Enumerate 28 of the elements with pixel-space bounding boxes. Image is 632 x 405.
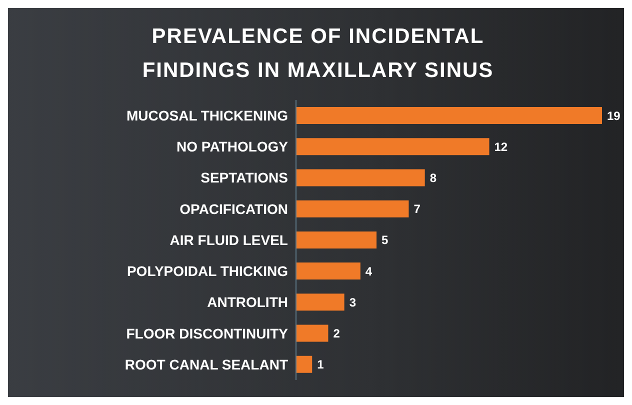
y-tick-label: SEPTATIONS (200, 170, 288, 186)
y-tick-label: ANTROLITH (207, 294, 288, 310)
chart-title: PREVALENCE OF INCIDENTAL FINDINGS IN MAXILLARY SINUS (141, 24, 495, 84)
data-label: 12 (494, 140, 508, 154)
bar (296, 356, 312, 373)
y-tick-label: FLOOR DISCONTINUITY (126, 325, 289, 342)
bar (296, 294, 344, 311)
data-label: 2 (333, 326, 340, 341)
y-tick-label: MUCOSAL THICKENING (126, 108, 288, 124)
y-tick-label: ROOT CANAL SEALANT (124, 356, 288, 372)
bar (296, 138, 490, 156)
bar (296, 231, 377, 248)
data-label: 5 (382, 233, 389, 248)
bar (296, 262, 360, 280)
data-label: 8 (430, 170, 437, 185)
data-label: 1 (317, 358, 324, 372)
data-label: 19 (607, 108, 621, 123)
y-tick-label: POLYPOIDAL THICKING (126, 263, 288, 280)
y-tick-label: OPACIFICATION (180, 200, 288, 217)
y-tick-label: AIR FLUID LEVEL (170, 232, 288, 248)
bar (296, 200, 409, 218)
data-label: 3 (349, 295, 356, 310)
bar (296, 107, 602, 124)
y-tick-label: NO PATHOLOGY (176, 138, 289, 155)
data-label: 4 (365, 264, 372, 278)
bar (296, 324, 328, 342)
data-label: 7 (414, 202, 421, 216)
bar (296, 169, 425, 186)
